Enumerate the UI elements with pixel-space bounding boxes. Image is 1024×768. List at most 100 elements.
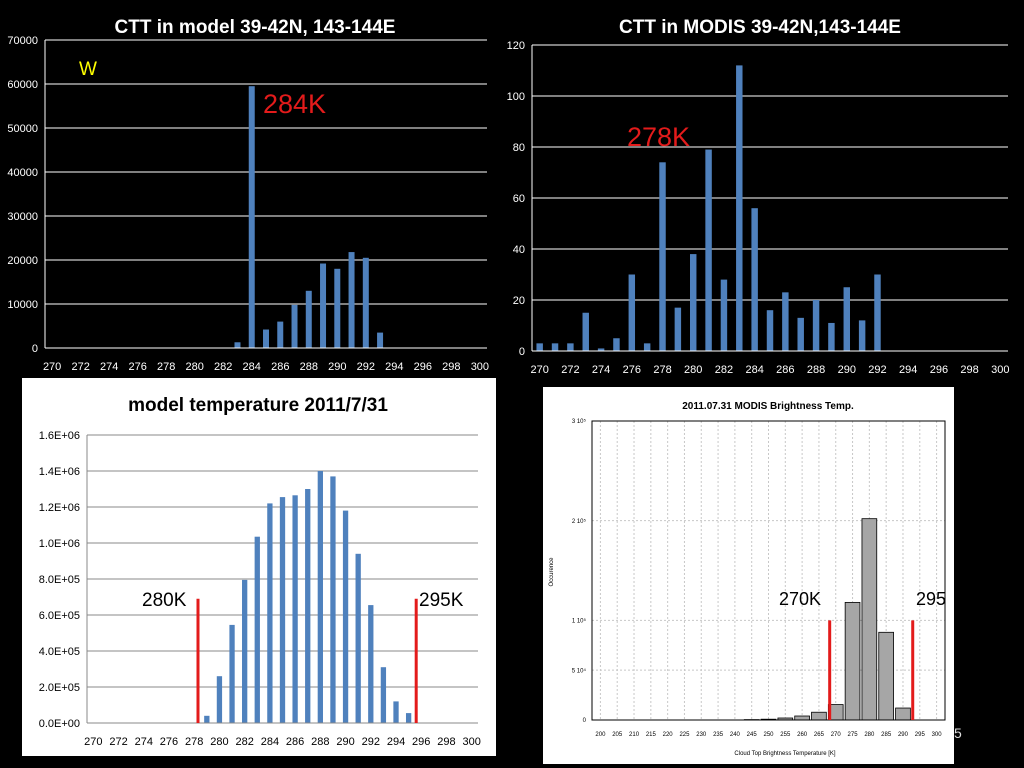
- bar: [582, 312, 589, 351]
- bar: [843, 287, 850, 351]
- x-tick-label: 300: [463, 736, 481, 748]
- bar: [736, 65, 743, 352]
- x-tick-label: 285: [881, 732, 892, 738]
- x-tick-label: 235: [713, 732, 724, 738]
- x-tick-label: 300: [932, 732, 943, 738]
- chart-model-ctt-svg: CTT in model 39-42N, 143-144E 0 10000 2000…: [7, 17, 489, 373]
- x-tick-label: 260: [797, 732, 808, 738]
- bar: [797, 317, 804, 351]
- y-tick-label: 40000: [7, 167, 38, 179]
- x-tick-label: 276: [160, 736, 178, 748]
- x-tick-label: 225: [679, 732, 690, 738]
- x-tick-label: 288: [311, 736, 329, 748]
- bar: [279, 497, 286, 723]
- x-tick-label: 300: [991, 364, 1009, 376]
- x-tick-label: 245: [747, 732, 758, 738]
- chart-title: CTT in model 39-42N, 143-144E: [115, 17, 396, 38]
- x-tick-label: 295: [915, 732, 926, 738]
- annotation-284k: 284K: [263, 89, 326, 119]
- x-tick-label: 270: [831, 732, 842, 738]
- annotation-w: W: [79, 59, 97, 80]
- x-tick-label: 280: [210, 736, 228, 748]
- chart-title: 2011.07.31 MODIS Brightness Temp.: [682, 401, 854, 412]
- plot-frame: [591, 420, 946, 721]
- bar: [674, 307, 682, 351]
- x-tick-label: 220: [663, 732, 674, 738]
- bar: [248, 86, 255, 348]
- y-tick-label: 6.0E+05: [39, 610, 80, 622]
- x-tick-label: 230: [696, 732, 707, 738]
- bar: [204, 715, 210, 723]
- y-tick-label: 1 10⁵: [572, 617, 587, 624]
- bar: [812, 300, 820, 351]
- x-tick-label: 298: [442, 361, 460, 373]
- y-tick-label: 0: [519, 346, 525, 358]
- bar: [794, 715, 810, 721]
- x-tick-label: 210: [629, 732, 640, 738]
- y-tick-label: 20000: [7, 255, 38, 267]
- x-tick-label: 282: [715, 364, 733, 376]
- x-tick-label: 272: [109, 736, 127, 748]
- bar: [377, 332, 384, 348]
- bar: [874, 274, 881, 351]
- y-tick-label: 4.0E+05: [39, 646, 80, 658]
- bar: [242, 579, 248, 723]
- y-tick-label: 1.4E+06: [39, 466, 80, 478]
- y-tick-label: 60000: [7, 79, 38, 91]
- x-tick-label: 274: [592, 364, 610, 376]
- y-tick-label: 0: [583, 718, 587, 724]
- chart-modis-ctt: CTT in MODIS 39-42N,143-144E 0 20 40 60 80 10…: [500, 0, 1024, 378]
- x-tick-label: 298: [960, 364, 978, 376]
- bar: [380, 667, 387, 723]
- bar: [368, 605, 374, 723]
- x-tick-label: 296: [414, 361, 432, 373]
- x-tick-label: 296: [930, 364, 948, 376]
- y-tick-label: 80: [513, 142, 525, 154]
- annotation-280k: 280K: [142, 590, 187, 611]
- x-tick-label: 278: [185, 736, 203, 748]
- y-tick-label: 60: [513, 193, 525, 205]
- bar: [334, 268, 341, 348]
- bar: [628, 274, 636, 351]
- bar: [720, 279, 728, 351]
- chart-modis-ctt-svg: CTT in MODIS 39-42N,143-144E 0 20 40 60 80 10…: [507, 17, 1010, 376]
- y-tick-label: 2 10⁵: [572, 518, 587, 525]
- x-tick-label: 255: [780, 732, 791, 738]
- bar: [305, 290, 312, 348]
- y-tick-label: 5 10⁴: [572, 667, 587, 674]
- x-tick-label: 272: [561, 364, 579, 376]
- bar: [643, 343, 651, 351]
- x-tick-label: 288: [807, 364, 825, 376]
- x-tick-label: 276: [623, 364, 641, 376]
- bar: [551, 343, 559, 351]
- bar: [330, 476, 336, 723]
- bar: [536, 343, 543, 351]
- chart-modis-brightness: 2011.07.31 MODIS Brightness Temp. 0 5 10⁴…: [543, 387, 954, 764]
- x-tick-label: 296: [412, 736, 430, 748]
- x-axis-label: Cloud Top Brightness Temperature [K]: [734, 751, 836, 757]
- bar: [263, 329, 269, 348]
- x-tick-label: 280: [864, 732, 875, 738]
- chart-model-temperature: model temperature 2011/7/31 0.0E+00 2.0E+…: [22, 378, 496, 756]
- y-tick-label: 120: [507, 40, 525, 52]
- x-tick-label: 278: [653, 364, 671, 376]
- chart-title: CTT in MODIS 39-42N,143-144E: [619, 17, 901, 38]
- x-tick-label: 292: [868, 364, 886, 376]
- bar: [705, 149, 712, 351]
- x-tick-label: 270: [43, 361, 61, 373]
- x-tick-label: 272: [71, 361, 89, 373]
- y-tick-label: 0: [32, 343, 38, 355]
- bar: [342, 510, 349, 723]
- bar: [277, 321, 284, 348]
- x-tick-label: 282: [235, 736, 253, 748]
- bar: [216, 676, 223, 723]
- bar: [690, 254, 697, 351]
- x-tick-label: 290: [838, 364, 856, 376]
- page-number: 5: [954, 725, 962, 741]
- x-tick-label: 200: [595, 732, 606, 738]
- x-tick-label: 240: [730, 732, 741, 738]
- x-tick-label: 205: [612, 732, 623, 738]
- x-tick-label: 215: [646, 732, 657, 738]
- x-tick-label: 288: [300, 361, 318, 373]
- x-tick-label: 286: [271, 361, 289, 373]
